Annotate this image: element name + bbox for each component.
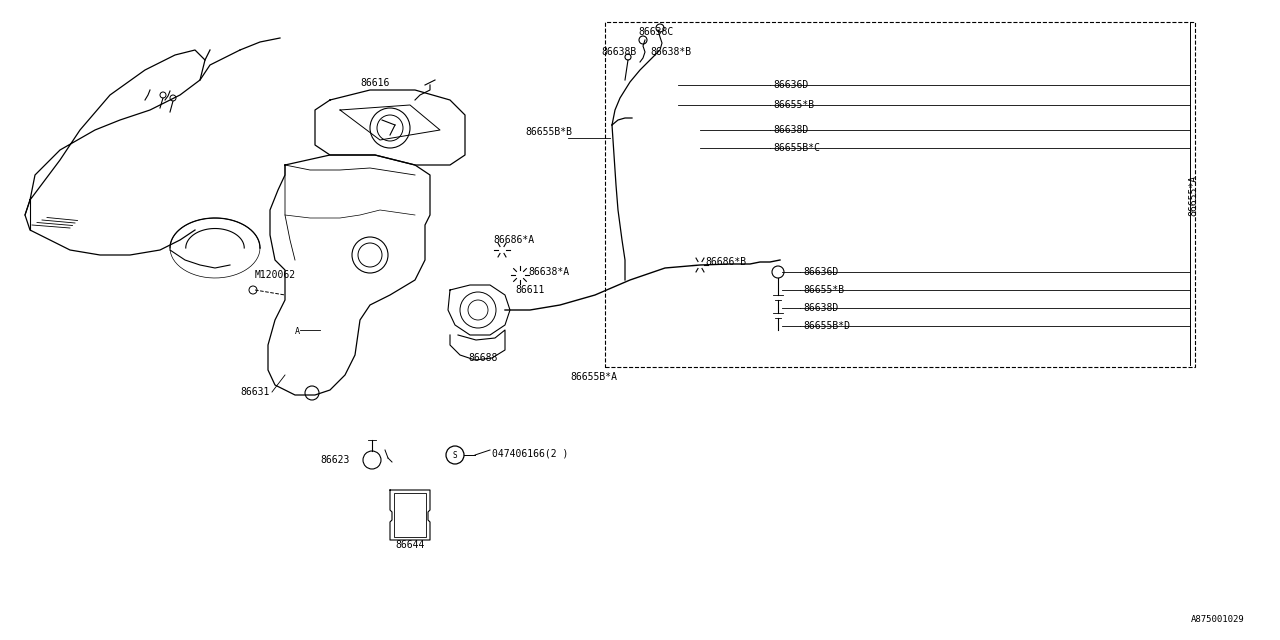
Text: 86686*B: 86686*B (705, 257, 746, 267)
Text: 86655B*C: 86655B*C (773, 143, 820, 153)
Text: 86638C: 86638C (637, 27, 673, 37)
Text: 047406166(2 ): 047406166(2 ) (492, 448, 568, 458)
Text: 86688: 86688 (468, 353, 498, 363)
Text: A875001029: A875001029 (1192, 616, 1245, 625)
Text: 86638D: 86638D (773, 125, 808, 135)
Text: 86655B*D: 86655B*D (803, 321, 850, 331)
Text: 86655*A: 86655*A (1188, 175, 1198, 216)
Text: 86655*B: 86655*B (803, 285, 844, 295)
Text: S: S (453, 451, 457, 460)
Text: A: A (294, 328, 300, 337)
Text: 86636D: 86636D (773, 80, 808, 90)
Text: 86655*B: 86655*B (773, 100, 814, 110)
Text: 86636D: 86636D (803, 267, 838, 277)
Text: 86616: 86616 (360, 78, 389, 88)
Bar (605, 22, 1196, 367)
Text: 86631: 86631 (241, 387, 270, 397)
Text: 86638D: 86638D (803, 303, 838, 313)
Text: 86644: 86644 (396, 540, 425, 550)
Text: 86655B*B: 86655B*B (525, 127, 572, 137)
Text: 86686*A: 86686*A (493, 235, 534, 245)
Bar (394, 493, 426, 537)
Text: 86638*A: 86638*A (529, 267, 570, 277)
Text: 86655B*A: 86655B*A (570, 372, 617, 382)
Text: 86638B: 86638B (602, 47, 636, 57)
Text: M120062: M120062 (255, 270, 296, 280)
Text: 86611: 86611 (515, 285, 544, 295)
Text: 86638*B: 86638*B (650, 47, 691, 57)
Text: 86623: 86623 (320, 455, 349, 465)
